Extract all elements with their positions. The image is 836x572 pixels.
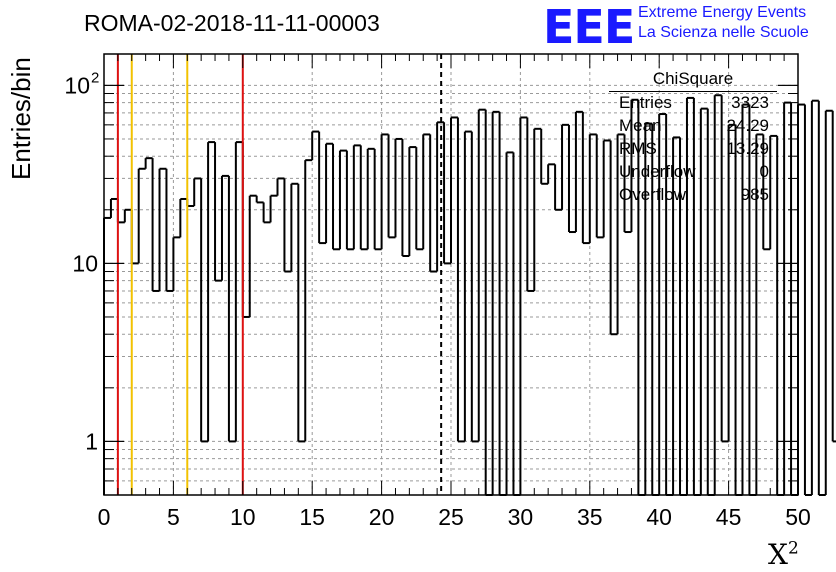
stats-row-underflow: Underflow 0 — [619, 162, 769, 184]
x-axis-label-sup: 2 — [787, 538, 799, 559]
stats-label: Entries — [619, 93, 672, 112]
axis-ticks — [103, 54, 799, 495]
stats-title: ChiSquare — [652, 69, 734, 88]
logo-line-1: Extreme Energy Events — [638, 4, 807, 21]
stats-divider — [609, 91, 777, 92]
stats-value: 24.29 — [726, 116, 769, 135]
stats-row-mean: Mean 24.29 — [619, 116, 769, 138]
y-tick-label: 1 — [85, 428, 98, 454]
stats-value: 0 — [759, 162, 769, 181]
x-tick-label: 0 — [98, 504, 111, 530]
x-axis-label: X2 — [768, 538, 799, 571]
x-tick-label: 20 — [369, 504, 395, 530]
stats-row-rms: RMS 13.29 — [619, 139, 769, 161]
x-tick-label: 40 — [646, 504, 672, 530]
stats-label: RMS — [619, 139, 657, 158]
x-tick-label: 50 — [785, 504, 811, 530]
stats-box: ChiSquare Entries 3323 Mean 24.29 RMS 13.29… — [609, 69, 777, 205]
stats-value: 985 — [740, 185, 769, 204]
x-tick-label: 5 — [167, 504, 180, 530]
x-tick-label: 30 — [508, 504, 534, 530]
y-tick-label: 10 — [64, 72, 90, 98]
logo-line-2: La Scienza nelle Scuole — [638, 24, 809, 41]
chart-title: ROMA-02-2018-11-11-00003 — [84, 10, 380, 36]
stats-label: Underflow — [619, 162, 696, 181]
stats-row-overflow: Overflow 985 — [619, 185, 769, 207]
marker-lines — [116, 54, 443, 495]
y-tick-label: 10 — [72, 250, 98, 276]
x-tick-label: 45 — [716, 504, 742, 530]
stats-value: 3323 — [731, 93, 769, 112]
stats-value: 13.29 — [726, 139, 769, 158]
y-axis-label: Entries/bin — [6, 57, 36, 180]
stats-label: Overflow — [619, 185, 687, 204]
y-tick-label-exponent: 2 — [91, 69, 99, 86]
x-tick-label: 15 — [299, 504, 325, 530]
x-tick-label: 35 — [577, 504, 603, 530]
histogram — [103, 94, 836, 496]
x-axis-label-base: X — [768, 538, 788, 571]
eee-logo: EEE — [543, 0, 635, 54]
stats-label: Mean — [619, 116, 662, 135]
x-tick-label: 10 — [230, 504, 256, 530]
x-tick-label: 25 — [438, 504, 464, 530]
stats-row-entries: Entries 3323 — [619, 93, 769, 115]
